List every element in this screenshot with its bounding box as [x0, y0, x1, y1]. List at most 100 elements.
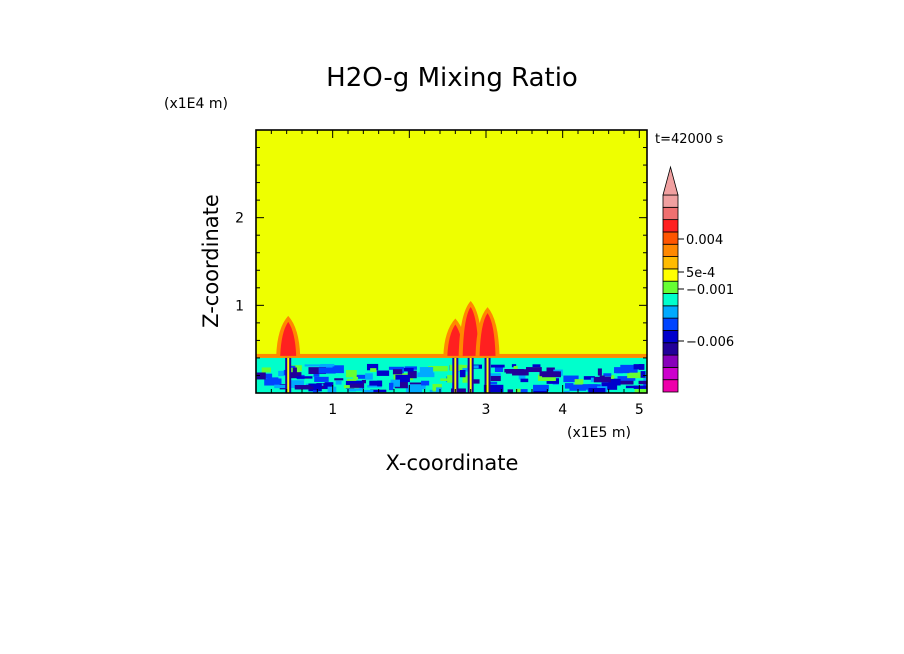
boundary-layer-cell	[574, 379, 584, 386]
y-tick-label: 1	[235, 298, 244, 314]
plume-core	[462, 306, 479, 356]
boundary-layer-cell	[569, 384, 587, 391]
boundary-layer-cell	[526, 367, 542, 373]
boundary-layer-cell	[335, 380, 342, 385]
boundary-layer-cell	[286, 380, 305, 388]
boundary-layer-cell	[346, 378, 357, 382]
boundary-layer-cell	[394, 381, 408, 389]
boundary-layer-cell	[345, 370, 357, 378]
time-label: t=42000 s	[655, 132, 723, 147]
boundary-layer-cell	[490, 375, 501, 382]
boundary-layer-cell	[294, 385, 314, 390]
y-axis-label: Z-coordinate	[199, 194, 223, 328]
colorbar-label: −0.006	[686, 335, 734, 350]
colorbar-swatch	[662, 330, 679, 344]
boundary-layer-cell	[288, 365, 296, 370]
plume-stem-core	[287, 357, 290, 393]
boundary-layer-cell	[453, 366, 473, 372]
boundary-layer-cell	[608, 378, 621, 386]
y-unit-label: (x1E4 m)	[164, 96, 228, 112]
colorbar-swatch	[662, 194, 679, 208]
boundary-layer-cell	[407, 370, 417, 379]
boundary-layer-cell	[473, 379, 480, 384]
x-tick-label: 2	[405, 402, 414, 418]
boundary-layer-cell	[421, 380, 430, 386]
boundary-layer-cell	[520, 389, 528, 393]
boundary-layer-cell	[533, 389, 547, 393]
boundary-layer-cell	[613, 378, 634, 385]
boundary-layer-cell	[407, 388, 423, 393]
boundary-layer-cell	[486, 373, 501, 376]
boundary-layer-cell	[312, 390, 319, 393]
colorbar-swatch	[662, 280, 679, 294]
boundary-layer-cell	[588, 387, 606, 393]
boundary-layer-cell	[365, 373, 373, 380]
boundary-layer-cell	[362, 389, 374, 393]
boundary-layer-cell	[403, 367, 414, 372]
boundary-layer-cell	[546, 367, 555, 375]
colorbar-swatch	[662, 317, 679, 331]
boundary-layer-cell	[520, 378, 529, 383]
boundary-layer-cell	[410, 386, 418, 391]
boundary-layer-cell	[366, 363, 379, 371]
plume-stem-core	[469, 357, 472, 393]
boundary-layer-cell	[593, 376, 611, 383]
boundary-layer-cell	[308, 367, 326, 375]
boundary-layer-cell	[320, 363, 335, 367]
boundary-layer-cell	[304, 364, 322, 367]
boundary-layer-cell	[633, 385, 647, 389]
colorbar-swatch	[662, 268, 679, 282]
boundary-layer-cell	[518, 371, 526, 380]
boundary-layer-cell	[356, 380, 363, 383]
x-axis-label: X-coordinate	[386, 451, 519, 475]
colorbar-swatch	[662, 256, 679, 270]
boundary-layer-cell	[419, 367, 434, 373]
boundary-layer-cell	[462, 375, 469, 383]
boundary-layer-cell	[370, 368, 377, 372]
boundary-layer-cell	[640, 371, 646, 378]
boundary-layer-cell	[349, 383, 364, 388]
boundary-layer-cell	[537, 374, 556, 382]
boundary-layer-cell	[539, 371, 560, 377]
boundary-layer-cell	[327, 386, 337, 393]
boundary-layer-cell	[564, 383, 574, 389]
colorbar-extend-arrow	[662, 165, 679, 196]
boundary-layer-cell	[494, 367, 503, 373]
colorbar-swatch	[662, 206, 679, 221]
plume-1	[276, 315, 301, 393]
boundary-layer-cell	[601, 382, 618, 390]
boundary-layer-cell	[617, 376, 636, 381]
boundary-layer-cell	[274, 384, 287, 389]
boundary-layer-cell	[625, 385, 637, 389]
boundary-layer-cell	[513, 365, 518, 372]
plot-area: 1 2 3 4 5 1 2	[235, 129, 648, 418]
boundary-layer-cell	[308, 383, 322, 392]
boundary-layer-cell	[515, 388, 522, 393]
boundary-layer-cell	[361, 379, 366, 384]
boundary-layer-cell	[603, 373, 612, 377]
boundary-layer-cell	[459, 369, 466, 378]
boundary-layer-cell	[388, 366, 404, 370]
colorbar-swatch	[662, 219, 679, 233]
boundary-layer-cell	[318, 367, 336, 374]
boundary-layer-cell	[546, 378, 560, 384]
field-layer	[256, 300, 647, 393]
colorbar-swatch	[662, 293, 679, 307]
y-tick-label: 2	[235, 211, 244, 227]
colorbar-swatch	[662, 231, 679, 245]
plume-core	[479, 313, 496, 356]
boundary-layer-cell	[614, 367, 630, 374]
boundary-layer-cell	[643, 376, 647, 382]
colorbar-swatch	[662, 305, 679, 319]
axis-ticks: 1 2 3 4 5 1 2	[235, 130, 647, 418]
boundary-layer-cell	[485, 381, 498, 385]
x-unit-label: (x1E5 m)	[567, 425, 631, 441]
plume-stem-core	[454, 357, 457, 393]
chart-title: H2O-g Mixing Ratio	[326, 63, 578, 93]
boundary-layer-cell	[627, 372, 646, 379]
boundary-layer-cell	[314, 376, 329, 382]
x-tick-label: 4	[558, 402, 567, 418]
boundary-layer-cell	[296, 376, 313, 379]
x-tick-label: 3	[482, 402, 491, 418]
boundary-layer-cell	[392, 369, 403, 375]
